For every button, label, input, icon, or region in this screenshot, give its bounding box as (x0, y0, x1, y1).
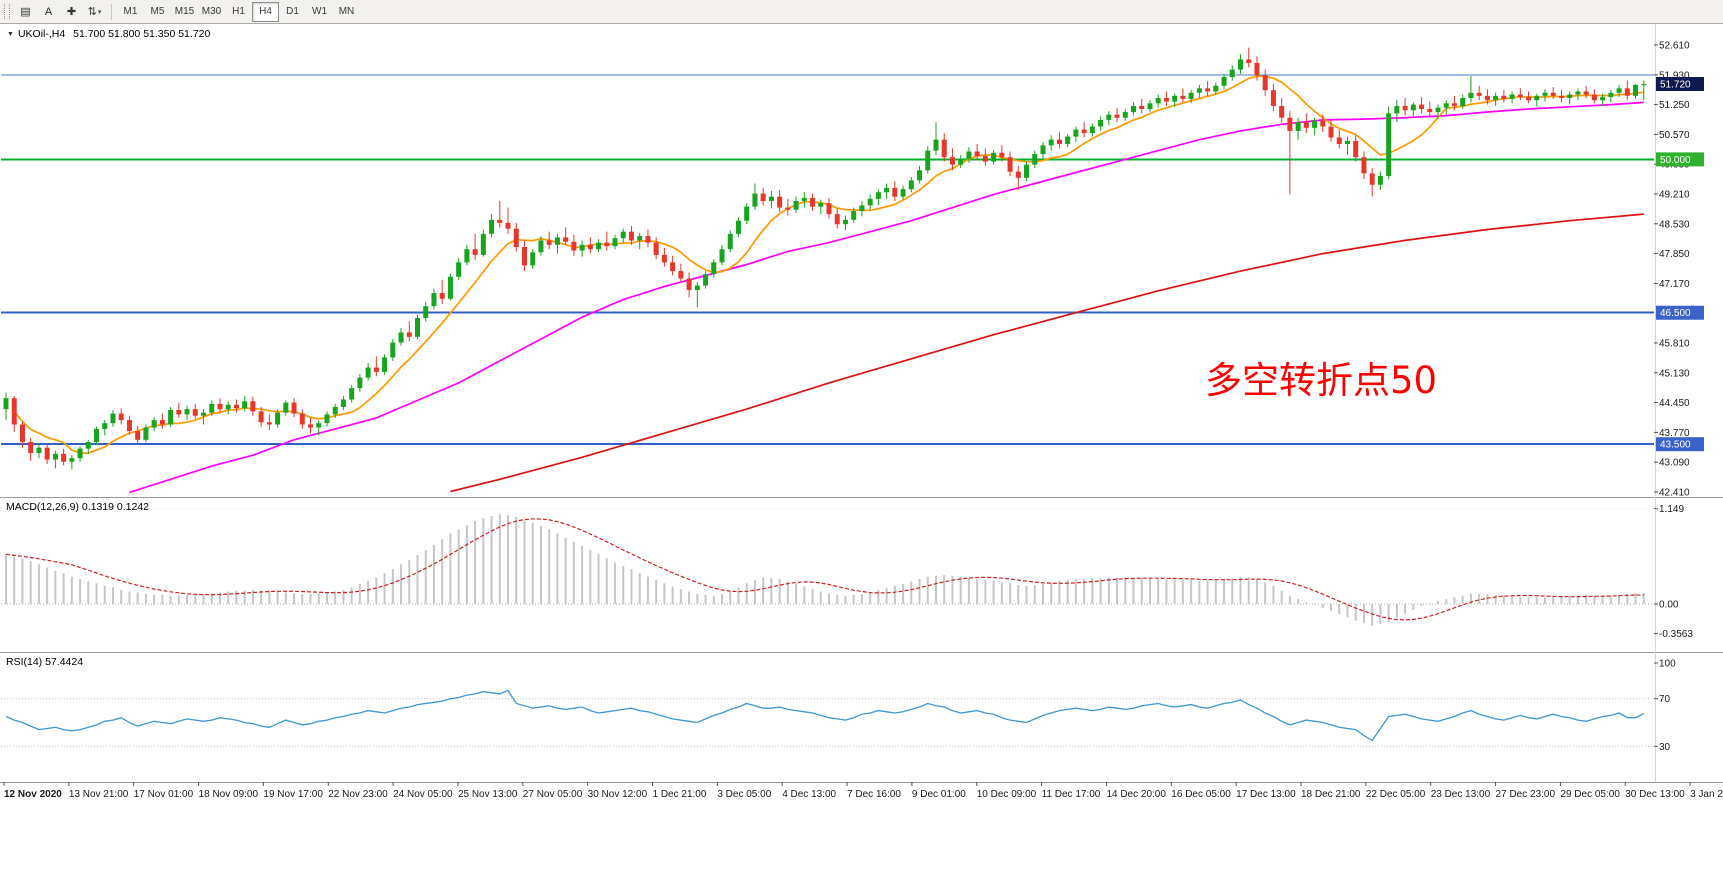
price-badge-label: 50.000 (1660, 155, 1691, 166)
timeframe-button-d1[interactable]: D1 (286, 6, 299, 17)
rsi-line (5, 689, 1645, 742)
price-axis-label: 51.930 (1659, 70, 1690, 81)
macd-axis-labels: 1.149 0.00 -0.3563 (1654, 504, 1693, 640)
time-axis-label: 1 Dec 21:00 (653, 789, 707, 800)
rsi-axis-label: 30 (1659, 742, 1671, 753)
line-studies-icon-glyph: ⇅ (87, 6, 97, 18)
time-axis-label: 22 Nov 23:00 (328, 789, 388, 800)
time-axis-label: 16 Dec 05:00 (1171, 789, 1231, 800)
rsi-axis-label: 70 (1659, 694, 1671, 705)
price-badge (1656, 437, 1704, 452)
time-axis-label: 25 Nov 13:00 (458, 789, 518, 800)
macd-histogram (5, 514, 1645, 626)
macd-signal-line (5, 518, 1644, 621)
timeframe-group: M1 M5 M15 M30 H1 H4 D1 W1 MN (117, 1, 360, 22)
time-axis-label: 9 Dec 01:00 (912, 789, 966, 800)
time-axis-label: 30 Dec 13:00 (1625, 789, 1685, 800)
price-badge-label: 51.720 (1660, 79, 1691, 90)
time-axis-label: 23 Dec 13:00 (1431, 789, 1491, 800)
timeframe-button-mn[interactable]: MN (338, 6, 355, 17)
horizontal-lines (1, 74, 1654, 446)
line-studies-icon[interactable]: ⇅ ▾ (83, 2, 106, 22)
time-axis-label: 11 Dec 17:00 (1042, 789, 1101, 800)
price-axis-label: 48.530 (1659, 219, 1690, 230)
timeframe-button-m5[interactable]: M5 (150, 6, 165, 17)
price-badge (1656, 76, 1704, 91)
price-axis-label: 49.210 (1659, 189, 1690, 200)
price-axis-labels: 52.61051.93051.25050.57049.89049.21048.5… (1654, 41, 1704, 498)
time-axis-label: 17 Nov 01:00 (134, 789, 194, 800)
price-axis-label: 45.130 (1659, 368, 1690, 379)
crosshair-icon-glyph: ✚ (66, 6, 77, 18)
time-axis-label: 7 Dec 16:00 (847, 789, 901, 800)
toolbar-separator (111, 3, 112, 20)
timeframe-button-m30[interactable]: M30 (201, 6, 222, 17)
time-axis-label: 12 Nov 2020 (4, 789, 62, 800)
time-axis-label: 18 Dec 21:00 (1301, 789, 1361, 800)
price-axis-label: 51.250 (1659, 100, 1690, 111)
chart-plot-area[interactable] (0, 24, 1654, 782)
cursor-tool-icon-glyph: A (44, 5, 53, 18)
time-axis-label: 13 Nov 21:00 (69, 789, 129, 800)
time-axis-label: 14 Dec 20:00 (1106, 789, 1166, 800)
price-badge-label: 43.500 (1660, 440, 1691, 451)
ma-red-line (450, 213, 1644, 493)
time-axis-label: 10 Dec 09:00 (977, 789, 1037, 800)
time-axis-labels: 12 Nov 2020 13 Nov 21:00 17 Nov 01:00 18 No… (3, 782, 1723, 800)
time-axis-label: 30 Nov 12:00 (588, 789, 648, 800)
timeframe-button-m15[interactable]: M15 (174, 6, 195, 17)
time-axis-label: 18 Nov 09:00 (199, 789, 259, 800)
time-axis[interactable] (0, 782, 1723, 810)
time-axis-label: 27 Dec 23:00 (1496, 789, 1556, 800)
time-axis-label: 19 Nov 17:00 (263, 789, 323, 800)
cursor-tool-icon[interactable]: A (37, 2, 60, 22)
chart-mode-icon[interactable]: ▤ (14, 2, 37, 22)
toolbar-left-buttons: ▤ A ✚ ⇅ ▾ (14, 2, 106, 22)
time-axis-label: 3 Dec 05:00 (717, 789, 771, 800)
price-badge-label: 46.500 (1660, 308, 1691, 319)
price-axis-label: 44.450 (1659, 398, 1690, 409)
chart-mode-icon-glyph: ▤ (20, 6, 31, 18)
candlestick-series (3, 47, 1647, 470)
price-axis-label: 47.170 (1659, 279, 1690, 290)
time-axis-label: 22 Dec 05:00 (1366, 789, 1426, 800)
time-axis-label: 17 Dec 13:00 (1236, 789, 1296, 800)
rsi-axis-label: 100 (1659, 659, 1676, 670)
toolbar-grip[interactable] (4, 4, 10, 19)
crosshair-icon[interactable]: ✚ (60, 2, 83, 22)
time-axis-label: 29 Dec 05:00 (1560, 789, 1620, 800)
price-badge (1656, 305, 1704, 320)
price-axis-label: 43.770 (1659, 428, 1690, 439)
price-badge (1656, 152, 1704, 167)
time-axis-label: 4 Dec 13:00 (782, 789, 836, 800)
time-axis-label: 27 Nov 05:00 (523, 789, 583, 800)
macd-axis-label: -0.3563 (1659, 629, 1693, 640)
time-axis-label: 3 Jan 23:00 (1690, 789, 1723, 800)
price-axis-label: 52.610 (1659, 41, 1690, 52)
price-axis-label: 50.570 (1659, 130, 1690, 141)
macd-axis-label: 1.149 (1659, 504, 1684, 515)
chart-toolbar: ▤ A ✚ ⇅ ▾ M1 M5 M15 M30 H1 H4 D1 W1 MN (0, 0, 1723, 24)
price-axis-label: 45.810 (1659, 338, 1690, 349)
timeframe-button-h1[interactable]: H1 (232, 6, 245, 17)
time-axis-label: 24 Nov 05:00 (393, 789, 453, 800)
price-axis-label: 42.410 (1659, 487, 1690, 498)
timeframe-button-w1[interactable]: W1 (312, 6, 327, 17)
timeframe-button-h4[interactable]: H4 (252, 1, 279, 22)
price-axis-label: 43.090 (1659, 458, 1690, 469)
macd-axis-label: 0.00 (1659, 600, 1679, 611)
dropdown-caret-icon: ▾ (97, 8, 102, 16)
price-axis[interactable] (1654, 24, 1723, 782)
price-axis-label: 47.850 (1659, 249, 1690, 260)
ma-magenta-line (129, 101, 1644, 494)
rsi-axis-labels: 100 70 30 (1654, 659, 1676, 753)
timeframe-button-m1[interactable]: M1 (123, 6, 138, 17)
